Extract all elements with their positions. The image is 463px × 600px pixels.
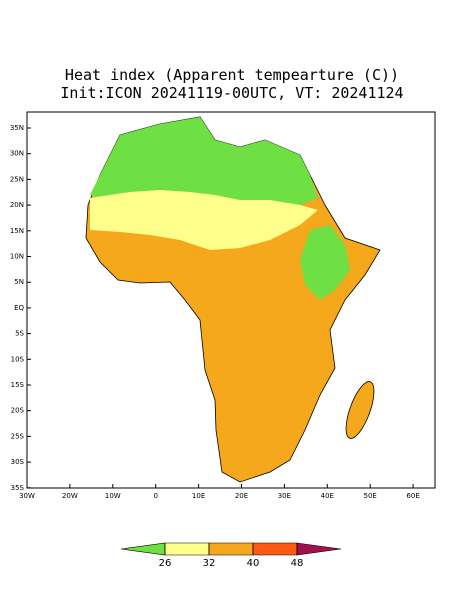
colorbar-label: 40: [247, 558, 260, 569]
lon-label: 10E: [192, 492, 205, 500]
lon-label: 20E: [235, 492, 248, 500]
title: Heat index (Apparent tempearture (C)): [65, 66, 399, 84]
green-region: [90, 117, 318, 205]
lon-label: 50E: [364, 492, 377, 500]
madagascar: [345, 381, 375, 439]
lat-label: 15N: [10, 227, 24, 235]
colorbar-segment: [252, 542, 298, 556]
lat-label: 10S: [11, 355, 25, 363]
lat-label: EQ: [14, 304, 24, 312]
colorbar-label: 48: [291, 558, 304, 569]
lon-label: 20W: [62, 492, 78, 500]
lat-label: 25N: [10, 175, 24, 183]
lon-label: 10W: [105, 492, 121, 500]
lat-label: 20S: [11, 407, 25, 415]
lon-label: 30E: [278, 492, 291, 500]
lon-label: 60E: [406, 492, 419, 500]
lat-label: 30N: [10, 150, 24, 158]
colorbar-segment: [208, 542, 254, 556]
colorbar-segment: [296, 542, 342, 556]
green-east: [300, 225, 350, 300]
lat-label: 35N: [10, 124, 24, 132]
lat-label: 30S: [11, 458, 25, 466]
map: [26, 111, 436, 489]
lat-label: 25S: [11, 432, 25, 440]
lat-label: 15S: [11, 381, 25, 389]
lat-label: 5N: [14, 278, 24, 286]
lon-label: 0: [153, 492, 157, 500]
lat-label: 35S: [11, 484, 25, 492]
colorbar-segment: [164, 542, 210, 556]
colorbar-label: 32: [203, 558, 216, 569]
colorbar-label: 26: [159, 558, 172, 569]
lat-label: 5S: [15, 330, 24, 338]
lat-label: 20N: [10, 201, 24, 209]
subtitle: Init:ICON 20241119-00UTC, VT: 20241124: [60, 84, 403, 102]
lon-label: 40E: [321, 492, 334, 500]
lat-label: 10N: [10, 253, 24, 261]
colorbar: 26 32 40 48: [120, 542, 342, 569]
colorbar-segment: [120, 542, 166, 556]
lon-label: 30W: [19, 492, 35, 500]
yellow-band: [90, 190, 318, 250]
